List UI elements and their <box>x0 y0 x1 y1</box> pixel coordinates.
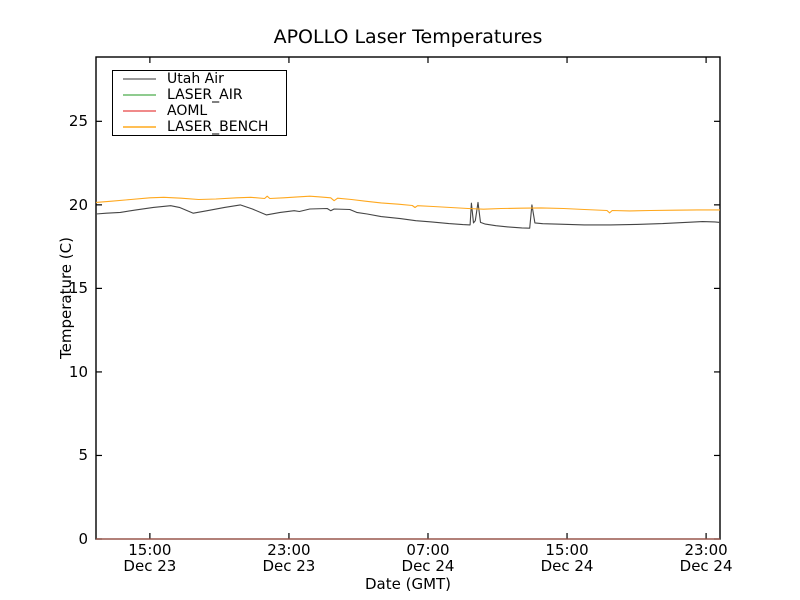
legend-label: AOML <box>167 103 208 119</box>
y-tick-label: 20 <box>68 195 88 214</box>
legend-item-laser-bench: LASER_BENCH <box>113 119 286 135</box>
y-tick-label: 0 <box>78 530 88 548</box>
x-tick-label: 15:00 Dec 24 <box>507 542 627 574</box>
x-tick-date: Dec 23 <box>262 557 316 575</box>
series-line-utah-air <box>95 201 721 229</box>
legend-label: LASER_BENCH <box>167 119 269 135</box>
legend-line-laser-bench <box>123 126 156 128</box>
series-line-laser-bench <box>95 195 720 214</box>
y-tick-label: 10 <box>68 362 88 381</box>
legend-item-aoml: AOML <box>113 103 286 119</box>
x-tick-label: 23:00 Dec 24 <box>646 542 766 574</box>
y-tick-label: 5 <box>78 446 88 465</box>
x-tick-label: 23:00 Dec 23 <box>229 542 349 574</box>
x-tick-time: 23:00 <box>267 541 311 559</box>
y-tick-label: 25 <box>68 112 88 131</box>
x-tick-date: Dec 24 <box>679 557 733 575</box>
x-tick-date: Dec 24 <box>401 557 455 575</box>
x-tick-time: 15:00 <box>545 541 589 559</box>
y-tick-label: 15 <box>68 279 88 298</box>
legend-item-utah-air: Utah Air <box>113 71 286 87</box>
legend-label: LASER_AIR <box>167 87 243 103</box>
x-axis-label: Date (GMT) <box>364 575 452 593</box>
x-tick-time: 07:00 <box>406 541 450 559</box>
legend-label: Utah Air <box>167 71 224 87</box>
legend-line-laser-air <box>123 94 156 96</box>
legend-item-laser-air: LASER_AIR <box>113 87 286 103</box>
y-axis-label: Temperature (C) <box>57 237 75 359</box>
legend-line-aoml <box>123 110 156 112</box>
x-tick-time: 23:00 <box>684 541 728 559</box>
x-tick-date: Dec 24 <box>540 557 594 575</box>
x-tick-time: 15:00 <box>128 541 172 559</box>
legend: Utah Air LASER_AIR AOML LASER_BENCH <box>112 70 287 136</box>
x-tick-label: 15:00 Dec 23 <box>90 542 210 574</box>
chart-title: APOLLO Laser Temperatures <box>273 26 543 48</box>
x-tick-date: Dec 23 <box>123 557 177 575</box>
x-tick-label: 07:00 Dec 24 <box>368 542 488 574</box>
legend-line-utah-air <box>123 78 156 80</box>
